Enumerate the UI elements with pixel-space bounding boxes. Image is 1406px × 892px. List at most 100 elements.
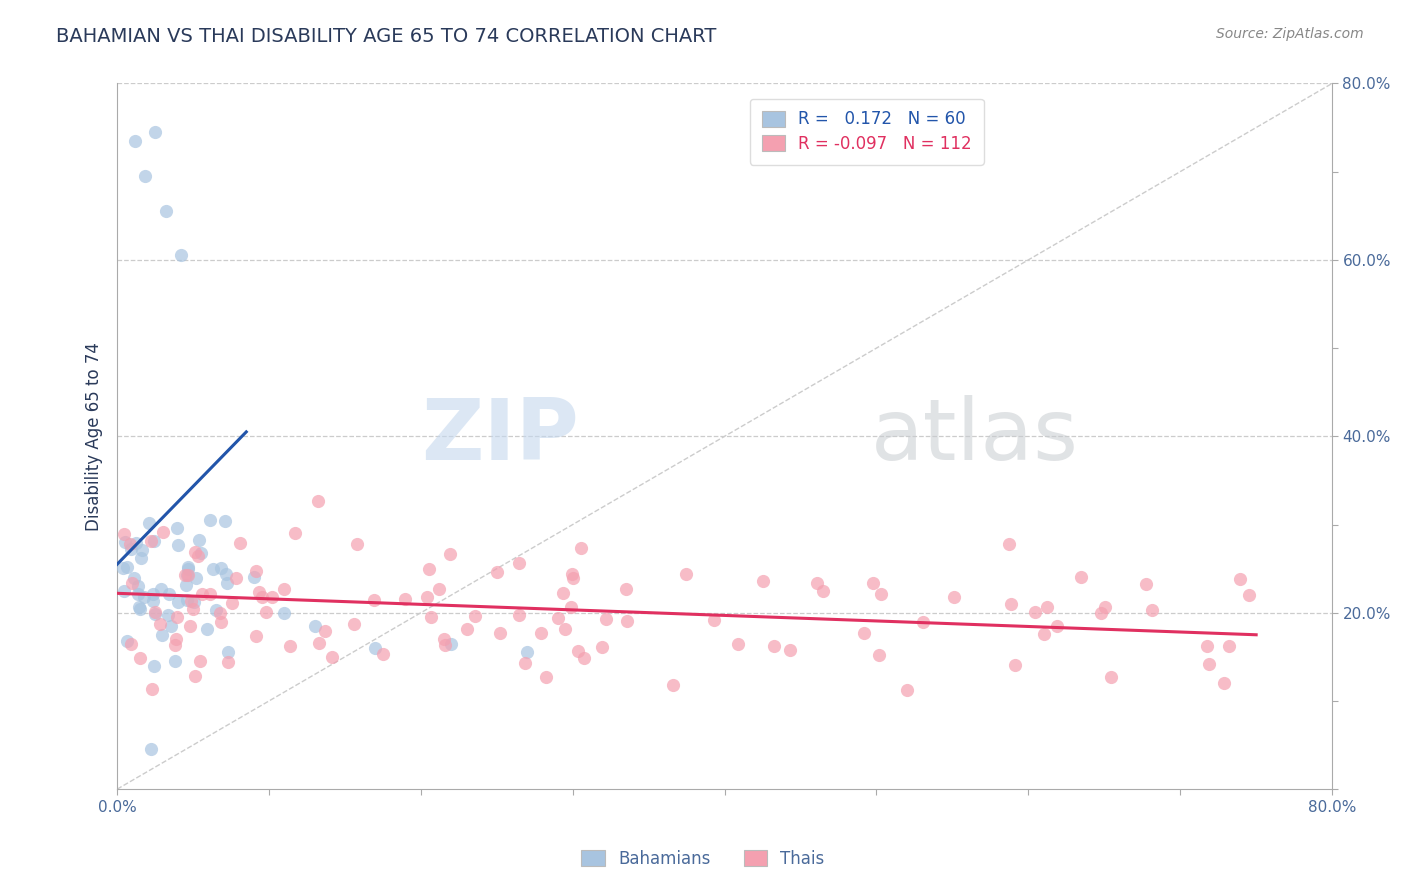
Point bbox=[896, 682, 918, 697]
Point bbox=[149, 582, 172, 597]
Point bbox=[254, 605, 277, 619]
Point bbox=[190, 545, 212, 559]
Point bbox=[139, 533, 162, 548]
Point bbox=[427, 582, 450, 597]
Point bbox=[122, 571, 145, 585]
Point bbox=[1032, 627, 1054, 641]
Point bbox=[221, 596, 243, 610]
Point bbox=[307, 493, 329, 508]
Point bbox=[675, 567, 697, 582]
Point bbox=[371, 647, 394, 661]
Point bbox=[143, 605, 166, 619]
Point bbox=[853, 625, 876, 640]
Point bbox=[562, 571, 585, 585]
Point bbox=[138, 516, 160, 531]
Point bbox=[1094, 599, 1116, 614]
Point bbox=[508, 608, 530, 623]
Point bbox=[1070, 570, 1092, 584]
Point bbox=[464, 609, 486, 624]
Point bbox=[166, 610, 188, 624]
Point bbox=[998, 537, 1021, 551]
Point bbox=[155, 204, 177, 219]
Point bbox=[763, 639, 786, 653]
Point bbox=[191, 587, 214, 601]
Point bbox=[284, 525, 307, 540]
Point bbox=[111, 561, 134, 575]
Point bbox=[176, 593, 198, 607]
Point bbox=[127, 587, 149, 601]
Point bbox=[129, 651, 152, 665]
Point bbox=[508, 557, 530, 571]
Point bbox=[806, 576, 828, 591]
Point bbox=[1198, 657, 1220, 671]
Point bbox=[129, 550, 152, 565]
Point bbox=[132, 590, 155, 604]
Point bbox=[121, 575, 143, 590]
Point bbox=[1195, 639, 1218, 653]
Point bbox=[127, 579, 149, 593]
Point bbox=[165, 632, 187, 647]
Point bbox=[364, 640, 387, 655]
Point bbox=[433, 632, 456, 647]
Point bbox=[198, 513, 221, 527]
Point bbox=[394, 591, 416, 606]
Point bbox=[143, 658, 166, 673]
Point bbox=[278, 640, 301, 654]
Point bbox=[217, 645, 239, 659]
Point bbox=[515, 656, 537, 670]
Point bbox=[433, 639, 456, 653]
Point bbox=[187, 533, 209, 547]
Point bbox=[245, 629, 267, 643]
Point bbox=[163, 638, 186, 652]
Text: BAHAMIAN VS THAI DISABILITY AGE 65 TO 74 CORRELATION CHART: BAHAMIAN VS THAI DISABILITY AGE 65 TO 74… bbox=[56, 27, 717, 45]
Point bbox=[942, 591, 965, 605]
Point bbox=[250, 590, 273, 604]
Point bbox=[166, 521, 188, 535]
Point bbox=[190, 654, 212, 668]
Point bbox=[1239, 588, 1261, 602]
Point bbox=[112, 583, 135, 598]
Point bbox=[567, 643, 589, 657]
Point bbox=[159, 619, 181, 633]
Point bbox=[195, 623, 218, 637]
Point bbox=[120, 542, 142, 557]
Point bbox=[184, 545, 207, 559]
Point bbox=[1024, 605, 1046, 619]
Point bbox=[591, 640, 613, 655]
Legend: R =   0.172   N = 60, R = -0.097   N = 112: R = 0.172 N = 60, R = -0.097 N = 112 bbox=[749, 99, 984, 165]
Text: ZIP: ZIP bbox=[422, 395, 579, 478]
Point bbox=[167, 538, 190, 552]
Point bbox=[115, 633, 138, 648]
Point bbox=[1140, 603, 1163, 617]
Point bbox=[167, 595, 190, 609]
Point bbox=[129, 601, 152, 615]
Point bbox=[243, 570, 266, 584]
Point bbox=[174, 568, 197, 582]
Point bbox=[553, 586, 575, 600]
Point bbox=[143, 607, 166, 621]
Point bbox=[181, 601, 204, 615]
Point bbox=[176, 568, 198, 582]
Point bbox=[862, 576, 884, 591]
Point bbox=[561, 566, 583, 581]
Point bbox=[1000, 597, 1022, 611]
Point bbox=[260, 590, 283, 604]
Point bbox=[779, 643, 801, 657]
Point bbox=[165, 654, 187, 668]
Point bbox=[247, 585, 270, 599]
Point bbox=[157, 608, 180, 623]
Point bbox=[547, 610, 569, 624]
Point bbox=[157, 587, 180, 601]
Point bbox=[1212, 675, 1234, 690]
Point bbox=[170, 248, 193, 262]
Point bbox=[214, 514, 236, 528]
Point bbox=[229, 535, 252, 549]
Point bbox=[439, 548, 461, 562]
Point bbox=[176, 560, 198, 574]
Text: atlas: atlas bbox=[870, 395, 1078, 478]
Point bbox=[142, 594, 165, 608]
Point bbox=[201, 562, 224, 576]
Point bbox=[415, 591, 437, 605]
Point bbox=[125, 536, 148, 550]
Point bbox=[1090, 606, 1112, 620]
